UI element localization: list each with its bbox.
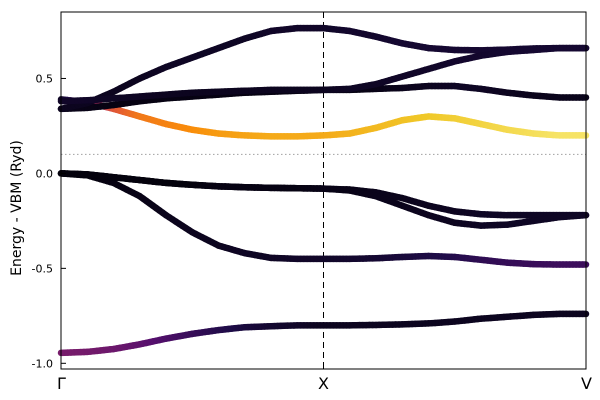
y-tick-label: 0.5 <box>36 72 54 85</box>
band-2 <box>57 170 590 268</box>
band-1 <box>57 310 590 357</box>
x-tick-label: Γ <box>57 374 66 393</box>
y-axis-ticks: -1.0 -0.5 0.0 0.5 <box>32 72 66 370</box>
band-4 <box>57 170 590 229</box>
y-tick-label: -0.5 <box>32 262 53 275</box>
x-tick-label: V <box>581 374 592 393</box>
y-axis-title: Energy - VBM (Ryd) <box>9 140 25 276</box>
bands-layer <box>57 12 590 369</box>
band-8 <box>57 44 590 105</box>
y-tick-label: 0.0 <box>36 167 54 180</box>
y-tick-label: -1.0 <box>32 357 53 370</box>
band-5 <box>57 96 590 140</box>
x-tick-label: X <box>318 374 329 393</box>
